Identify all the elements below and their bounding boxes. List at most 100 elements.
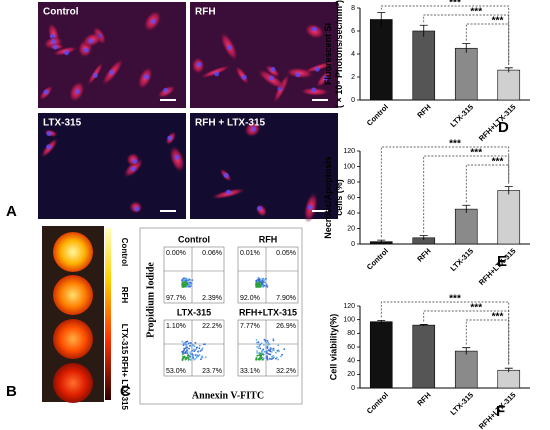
bar: [497, 190, 521, 245]
color-bar: [105, 228, 111, 400]
flow-dot: [260, 355, 263, 357]
imaging-label: LTX-315: [120, 324, 129, 355]
flow-dot: [277, 358, 280, 361]
flow-dot: [201, 355, 204, 358]
flow-frame: [139, 227, 303, 405]
y-axis-label: cells (%): [334, 179, 344, 216]
significance-bracket: [380, 301, 510, 366]
y-axis-label: Necrotic/Apoptosis: [323, 156, 333, 239]
imaging-label: Control: [120, 238, 129, 266]
flow-dot: [267, 343, 269, 346]
flow-dot: [195, 346, 198, 349]
flow-dot: [188, 344, 191, 347]
flow-dot: [203, 343, 206, 345]
flow-dot: [188, 347, 190, 350]
y-axis-label: ( × 10⁹ Photons/sec/mm²): [334, 0, 344, 108]
x-tick-label: Control: [365, 102, 390, 127]
flow-dot: [185, 278, 188, 281]
flow-dot: [188, 284, 191, 287]
flow-dot: [182, 350, 185, 353]
flow-dot: [183, 347, 186, 350]
y-tick-label: 4: [351, 51, 355, 58]
x-tick-label: LTX-315: [448, 246, 475, 273]
micro-label: Control: [43, 7, 79, 18]
flow-dot: [265, 351, 268, 353]
flow-dot: [271, 355, 273, 358]
flow-dot: [185, 345, 188, 348]
nucleus: [311, 26, 317, 32]
flow-dot: [185, 350, 187, 353]
bar: [369, 321, 393, 389]
nucleus: [150, 18, 156, 24]
flow-dot: [189, 279, 191, 281]
y-tick-label: 6: [351, 28, 355, 35]
flow-title: RFH: [259, 234, 278, 244]
flow-dot: [261, 285, 264, 288]
flow-dot: [197, 350, 199, 353]
quadrant-value: 97.7%: [166, 295, 186, 302]
flow-dot: [259, 353, 261, 356]
flow-dot: [191, 354, 194, 357]
flow-dot: [187, 342, 190, 345]
flow-dot: [191, 279, 194, 281]
quadrant-value: 7.90%: [276, 295, 296, 302]
flow-dot: [187, 357, 190, 360]
nucleus: [92, 72, 98, 78]
flow-dot: [255, 284, 257, 287]
flow-dot: [265, 345, 267, 347]
quadrant-value: 22.2%: [202, 323, 222, 330]
flow-dot: [190, 283, 193, 286]
flow-dot: [184, 358, 187, 361]
y-axis-label: Fluorescent SI: [323, 23, 333, 85]
nucleus: [314, 66, 320, 72]
flow-dot: [190, 350, 193, 353]
y-tick-label: 0: [351, 241, 355, 248]
flow-dot: [266, 354, 268, 357]
flow-dot: [204, 356, 207, 359]
nucleus: [223, 172, 229, 178]
nucleus: [251, 126, 257, 132]
flow-dot: [268, 357, 271, 360]
flow-dot: [269, 350, 272, 353]
flow-dot: [257, 341, 260, 344]
bar: [412, 324, 436, 389]
error-bar: [419, 235, 428, 241]
flow-dot: [256, 350, 258, 352]
flow-dot: [199, 350, 202, 352]
flow-dot: [186, 285, 189, 288]
flow-dot: [191, 357, 194, 359]
flow-dot: [191, 344, 194, 347]
nucleus: [64, 50, 70, 56]
flow-dot: [257, 285, 259, 288]
flow-dot: [184, 343, 186, 346]
bio-spot: [53, 232, 93, 272]
y-tick-label: 0: [351, 97, 355, 104]
nucleus: [46, 144, 52, 150]
flow-dot: [191, 353, 194, 356]
flow-dot: [257, 281, 260, 284]
flow-dot: [194, 357, 197, 360]
flow-dot: [266, 285, 269, 288]
quadrant-value: 23.7%: [202, 368, 222, 375]
y-tick-label: 80: [347, 179, 355, 186]
flow-dot: [262, 357, 265, 360]
flow-dot: [185, 342, 187, 345]
significance-label: ***: [470, 148, 482, 159]
flow-dot: [255, 341, 258, 344]
flow-dot: [270, 347, 273, 350]
flow-dot: [195, 356, 198, 359]
y-tick-label: 60: [347, 194, 355, 201]
micro-label: RFH + LTX-315: [195, 118, 266, 129]
quadrant-value: 32.2%: [276, 368, 296, 375]
nucleus: [307, 204, 313, 210]
error-bar: [377, 319, 386, 324]
flow-dot: [182, 285, 185, 288]
significance-label: ***: [492, 312, 504, 323]
error-bar: [377, 12, 386, 27]
flow-dot: [264, 277, 267, 280]
quadrant-value: 0.05%: [276, 250, 296, 257]
flow-dot: [181, 278, 184, 281]
nucleus: [268, 75, 274, 81]
nucleus: [163, 87, 169, 93]
